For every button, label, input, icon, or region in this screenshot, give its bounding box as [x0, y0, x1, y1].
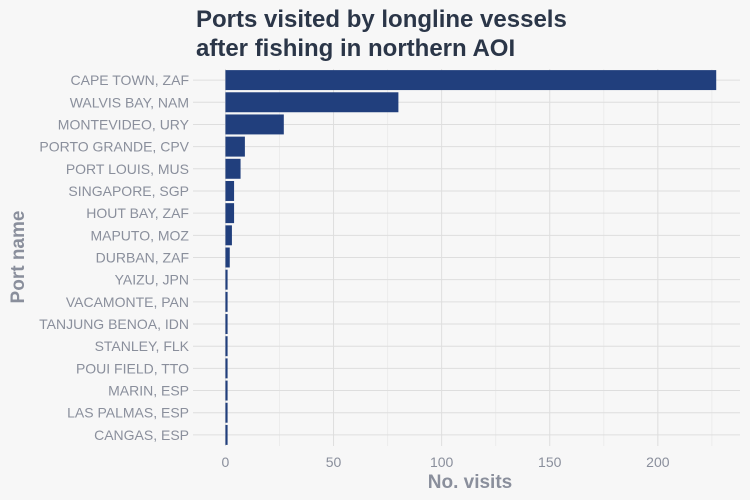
x-tick-labels: 0 50 100 150 200 [222, 454, 670, 470]
y-tick-label: VACAMONTE, PAN [66, 294, 189, 310]
bar [225, 380, 228, 401]
y-tick-label: TANJUNG BENOA, IDN [39, 316, 189, 332]
x-tick-label: 200 [646, 454, 670, 470]
bar [225, 92, 399, 113]
bar [225, 225, 232, 246]
bar [225, 114, 284, 135]
y-tick-label: LAS PALMAS, ESP [67, 405, 189, 421]
bar [225, 158, 241, 179]
y-tick-label: PORT LOUIS, MUS [66, 161, 189, 177]
x-tick-label: 150 [538, 454, 562, 470]
x-tick-label: 100 [430, 454, 454, 470]
y-tick-label: PORTO GRANDE, CPV [39, 139, 189, 155]
bars-layer [225, 70, 717, 445]
chart-title-line-2: after fishing in northern AOI [196, 35, 515, 62]
y-tick-label: STANLEY, FLK [95, 338, 190, 354]
y-tick-label: CAPE TOWN, ZAF [71, 72, 190, 88]
bar [225, 358, 228, 379]
y-tick-label: CANGAS, ESP [94, 427, 189, 443]
y-tick-label: SINGAPORE, SGP [68, 183, 189, 199]
bar [225, 314, 228, 335]
bar [225, 269, 228, 290]
x-axis-title: No. visits [428, 472, 512, 493]
bar [225, 336, 228, 357]
y-tick-label: POUI FIELD, TTO [76, 360, 189, 376]
x-tick-label: 0 [222, 454, 230, 470]
chart-title-line-1: Ports visited by longline vessels [196, 6, 567, 33]
y-axis-title: Port name [8, 211, 29, 304]
y-tick-label: WALVIS BAY, NAM [70, 94, 189, 110]
y-tick-labels: CAPE TOWN, ZAF WALVIS BAY, NAM MONTEVIDEO,… [39, 72, 190, 443]
bar [225, 70, 717, 91]
bar [225, 291, 228, 312]
bar [225, 180, 235, 201]
y-tick-label: HOUT BAY, ZAF [86, 205, 189, 221]
y-tick-label: MONTEVIDEO, URY [58, 116, 190, 132]
y-tick-label: MARIN, ESP [108, 383, 189, 399]
y-tick-label: DURBAN, ZAF [96, 250, 189, 266]
bar [225, 402, 228, 423]
bar [225, 136, 245, 157]
x-tick-label: 50 [326, 454, 342, 470]
y-tick-label: YAIZU, JPN [115, 272, 189, 288]
bar [225, 424, 228, 445]
bar [225, 247, 230, 268]
bar [225, 203, 235, 224]
y-tick-label: MAPUTO, MOZ [90, 227, 189, 243]
